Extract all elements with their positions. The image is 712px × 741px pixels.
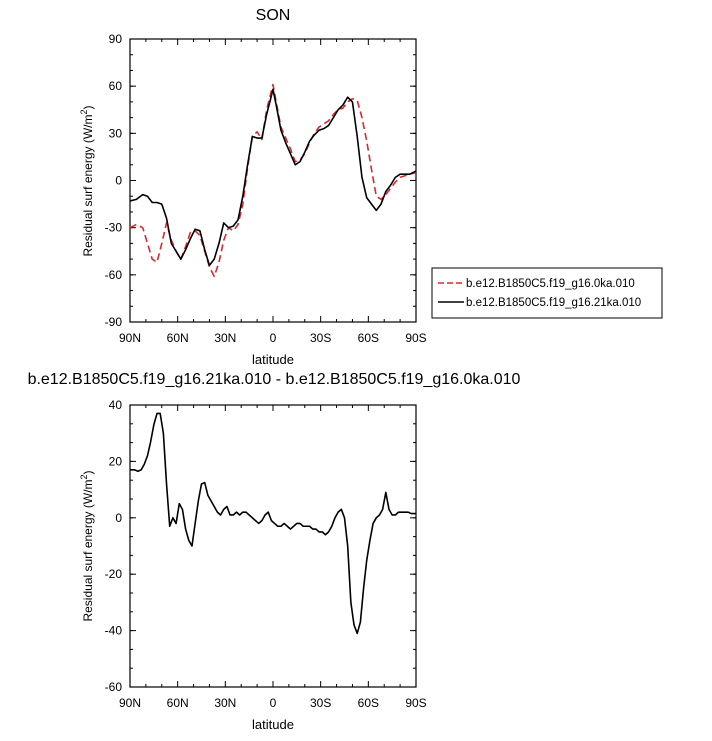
plot-frame (129, 404, 417, 688)
y-tick-label: -60 (105, 680, 123, 694)
bottom-chart: b.e12.B1850C5.f19_g16.21ka.010 - b.e12.B… (28, 371, 521, 732)
y-axis-label: Residual surf energy (W/m2) (79, 470, 95, 621)
series-line-b.e12.B1850C5.f19_g16.21ka.010 (129, 88, 417, 267)
y-axis: 90 60 30 0 -30 -60 -90 (105, 32, 416, 329)
y-axis-label: Residual surf energy (W/m2) (79, 105, 95, 256)
legend-box (431, 267, 663, 319)
series-line-difference (130, 412, 416, 635)
y-tick-label: -30 (105, 221, 123, 235)
x-tick-label: 30S (310, 331, 331, 345)
x-tick-label: 30N (214, 331, 236, 345)
x-tick-label: 90N (119, 696, 141, 710)
x-axis-label: latitude (252, 352, 294, 367)
x-tick-label: 60S (358, 696, 379, 710)
legend-label-0ka: b.e12.B1850C5.f19_g16.0ka.010 (466, 278, 635, 290)
x-tick-label: 90S (405, 696, 426, 710)
y-tick-label: 0 (115, 174, 122, 188)
x-tick-label: 30N (214, 696, 236, 710)
y-tick-label: -60 (105, 268, 123, 282)
plot-lines (129, 83, 417, 278)
x-tick-label: 60N (167, 331, 189, 345)
plot-lines (130, 412, 416, 635)
chart-title: SON (256, 7, 291, 24)
x-tick-label: 60N (167, 696, 189, 710)
x-tick-label: 0 (270, 331, 277, 345)
y-tick-label: 0 (115, 511, 122, 525)
y-tick-label: 90 (109, 32, 123, 46)
legend: b.e12.B1850C5.f19_g16.0ka.010 b.e12.B185… (431, 267, 663, 319)
x-tick-label: 0 (270, 696, 277, 710)
y-axis: 40 20 0 -20 -40 -60 (105, 398, 416, 694)
y-tick-label: -90 (105, 315, 123, 329)
x-tick-label: 60S (358, 331, 379, 345)
x-tick-label: 90S (405, 331, 426, 345)
chart-title: b.e12.B1850C5.f19_g16.21ka.010 - b.e12.B… (28, 371, 521, 388)
series-line-b.e12.B1850C5.f19_g16.0ka.010 (129, 83, 417, 278)
x-axis: 90N 60N 30N 0 30S 60S 90S (119, 405, 427, 710)
top-chart: SON 90N 60N 30N 0 30S 60S 90S 90 60 30 0 -30 -60 -90… (79, 7, 427, 367)
x-tick-label: 30S (310, 696, 331, 710)
y-tick-label: -20 (105, 567, 123, 581)
x-axis: 90N 60N 30N 0 30S 60S 90S (119, 39, 427, 345)
y-tick-label: 30 (109, 126, 123, 140)
x-axis-label: latitude (252, 717, 294, 732)
y-tick-label: 20 (109, 454, 123, 468)
y-tick-label: 40 (109, 398, 123, 412)
y-tick-label: 60 (109, 79, 123, 93)
y-tick-label: -40 (105, 624, 123, 638)
legend-label-21ka: b.e12.B1850C5.f19_g16.21ka.010 (466, 297, 641, 309)
x-tick-label: 90N (119, 331, 141, 345)
